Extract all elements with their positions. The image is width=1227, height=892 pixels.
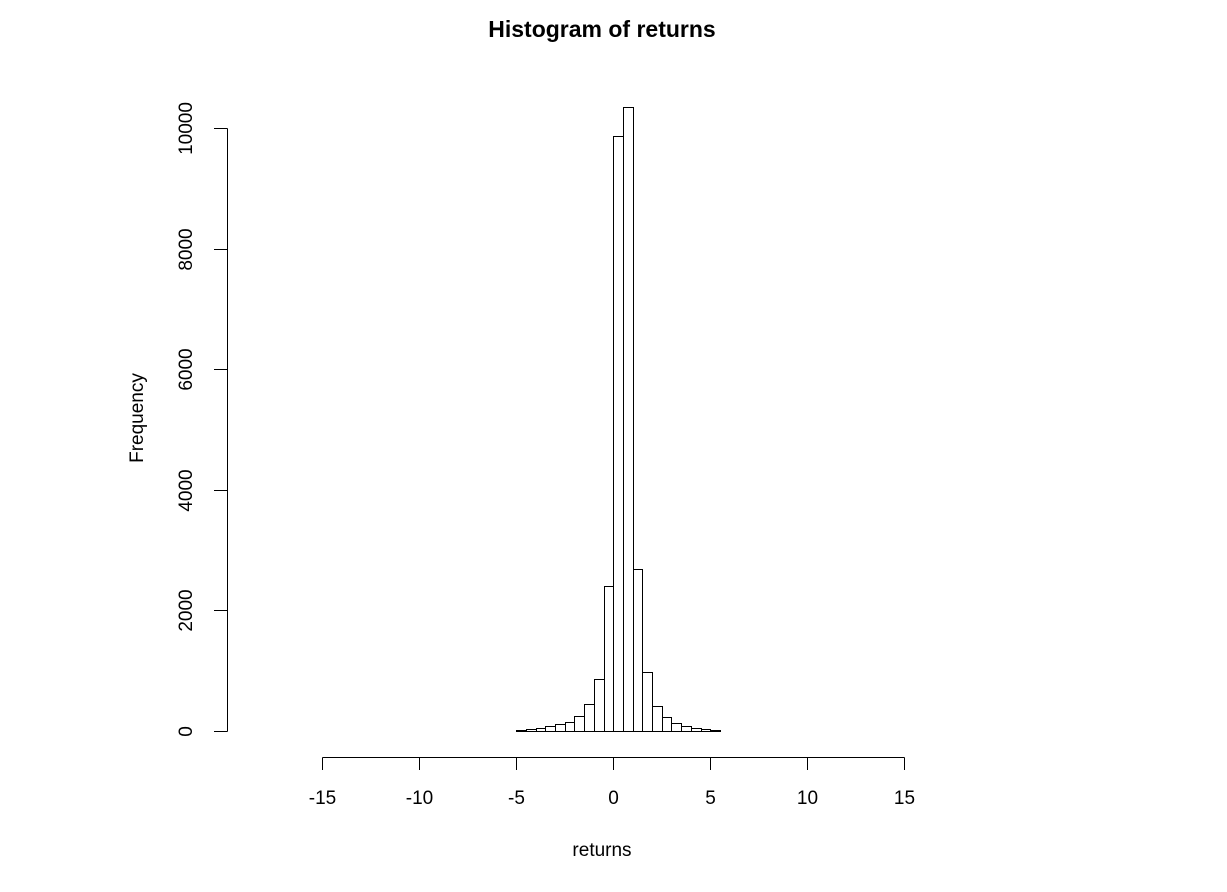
histogram-bar: [574, 716, 585, 732]
histogram-bar: [691, 728, 702, 732]
histogram-bar: [633, 569, 643, 732]
x-axis-label: returns: [572, 840, 631, 861]
x-tick-label: -15: [309, 788, 336, 809]
histogram-bar: [623, 107, 634, 732]
histogram-bar: [613, 136, 624, 732]
histogram-bar: [652, 706, 663, 732]
histogram-bar: [565, 722, 575, 732]
histogram-bar: [526, 729, 537, 732]
x-tick-label: -5: [508, 788, 525, 809]
y-tick-label: 4000: [176, 469, 197, 511]
histogram-bars: [516, 107, 721, 732]
y-tick-label: 2000: [176, 589, 197, 631]
histogram-bar: [710, 730, 721, 732]
chart-title: Histogram of returns: [488, 16, 715, 42]
x-tick-label: 10: [797, 788, 818, 809]
histogram-bar: [555, 724, 566, 732]
histogram-bar: [594, 679, 605, 732]
histogram-bar: [584, 704, 595, 732]
x-tick-label: -10: [406, 788, 433, 809]
x-tick-label: 0: [608, 788, 619, 809]
x-tick-label: 15: [894, 788, 915, 809]
histogram-bar: [604, 586, 614, 732]
histogram-bar: [701, 729, 711, 732]
y-axis: 0 2000 4000 6000 8000 10000: [176, 102, 228, 737]
histogram-bar: [642, 672, 653, 732]
histogram-bar: [662, 717, 672, 732]
y-axis-label: Frequency: [127, 373, 148, 463]
histogram-bar: [545, 726, 556, 732]
x-tick-label: 5: [705, 788, 716, 809]
y-tick-label: 8000: [176, 228, 197, 270]
y-tick-label: 10000: [176, 102, 197, 155]
y-tick-label: 6000: [176, 348, 197, 390]
histogram-bar: [681, 726, 692, 732]
histogram-bar: [536, 728, 546, 732]
x-axis: -15 -10 -5 0 5 10 15: [309, 757, 915, 809]
y-tick-label: 0: [176, 726, 197, 737]
histogram-bar: [516, 730, 527, 732]
histogram-bar: [671, 723, 682, 732]
